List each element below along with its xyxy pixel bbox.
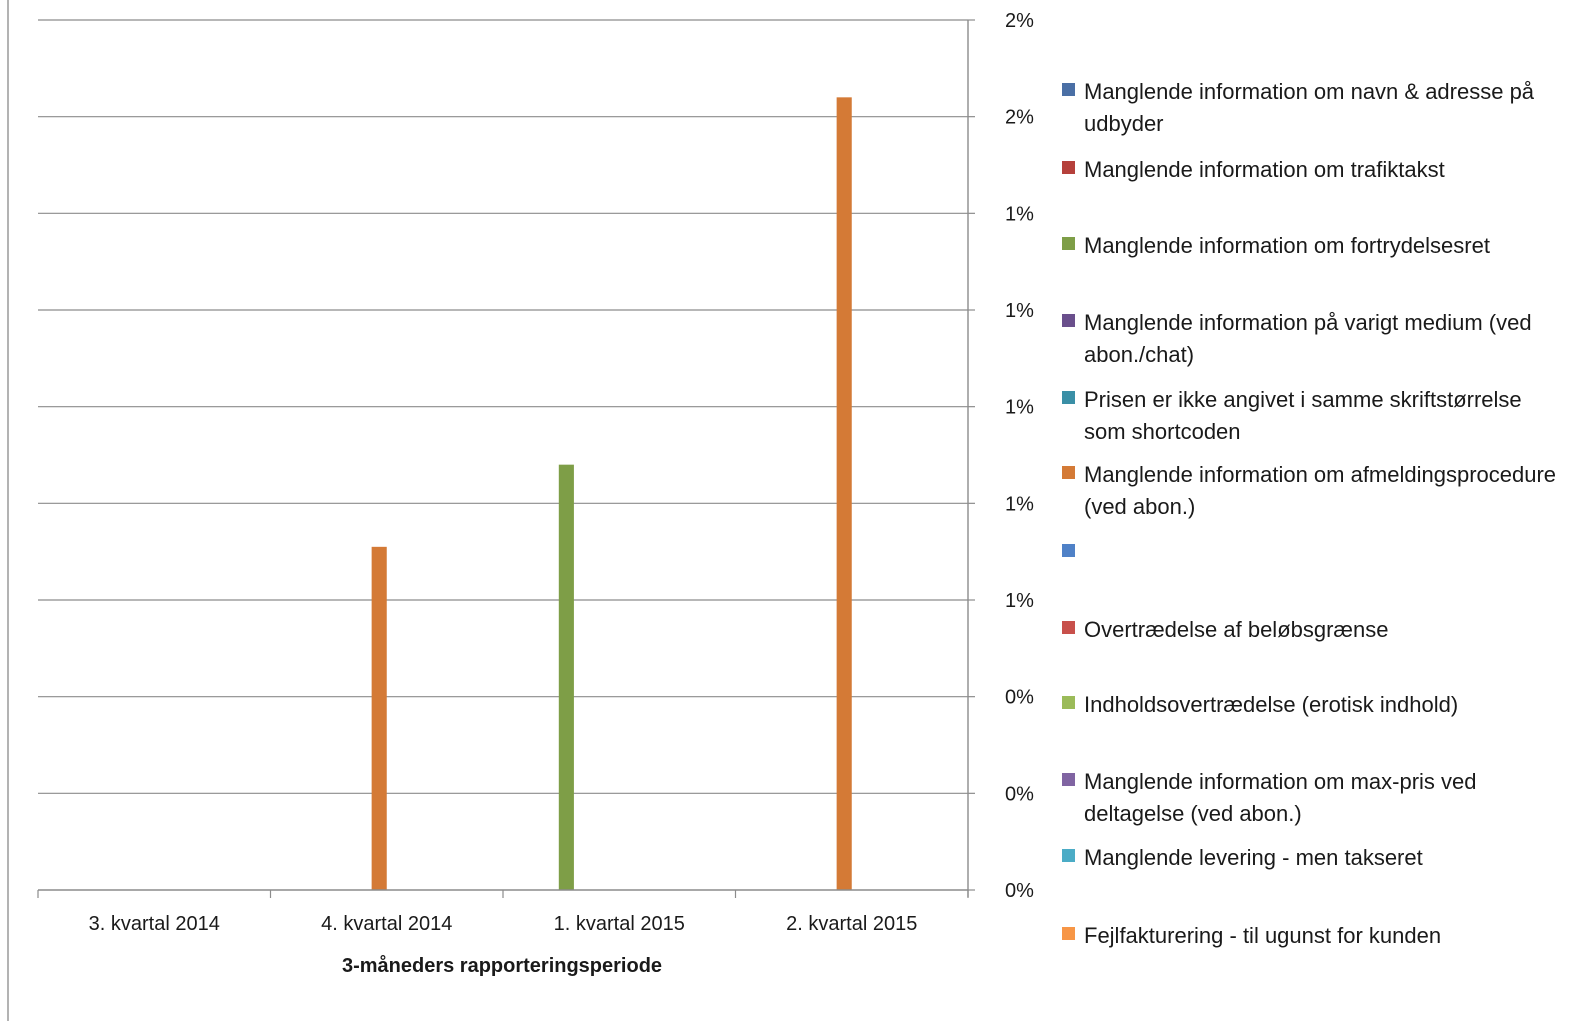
legend-swatch [1062,773,1075,786]
x-tick-label: 4. kvartal 2014 [321,913,452,935]
legend-item [1062,537,1564,557]
y-tick-label: 0% [1005,783,1034,805]
y-tick-label: 1% [1005,300,1034,322]
y-tick-label: 0% [1005,880,1034,902]
x-tick-label: 3. kvartal 2014 [89,913,220,935]
tick-labels: 0% 0% 0% 1% 1% 1% 1% 1% 2% 2% 3. kvartal 2014 4. kv… [89,10,1034,935]
legend-label: Manglende information om afmeldingsproce… [1084,462,1557,519]
legend-label: Fejlfakturering - til ugunst for kunden [1084,923,1442,948]
legend-swatch [1062,466,1075,479]
legend-swatch [1062,391,1075,404]
bar [836,97,852,891]
legend-item: Manglende information om afmeldingsproce… [1062,459,1564,523]
x-tick-label: 2. kvartal 2015 [786,913,917,935]
legend-item: Manglende information om trafiktakst [1062,154,1564,186]
legend-label: Manglende information om fortrydelsesret [1084,233,1490,258]
legend-swatch [1062,849,1075,862]
legend-label: Manglende information om navn & adresse … [1084,79,1535,136]
legend-item: Fejlfakturering - til ugunst for kunden [1062,920,1564,952]
legend-swatch [1062,544,1075,557]
legend-label: Manglende levering - men takseret [1084,845,1423,870]
legend-item: Manglende information på varigt medium (… [1062,307,1564,371]
gridlines [38,19,968,794]
legend-swatch [1062,696,1075,709]
legend-item: Prisen er ikke angivet i samme skriftstø… [1062,384,1564,448]
axes [37,19,975,898]
legend-swatch [1062,927,1075,940]
legend-item: Manglende levering - men takseret [1062,842,1564,874]
bar [558,464,574,890]
y-tick-label: 1% [1005,493,1034,515]
legend-label: Prisen er ikke angivet i samme skriftstø… [1084,387,1522,444]
legend-item: Indholdsovertrædelse (erotisk indhold) [1062,689,1564,721]
bars [371,97,852,891]
legend-item: Manglende information om fortrydelsesret [1062,230,1564,262]
y-tick-label: 1% [1005,397,1034,419]
legend-item: Manglende information om max-pris ved de… [1062,766,1564,830]
x-tick-label: 1. kvartal 2015 [554,913,685,935]
legend-label: Indholdsovertrædelse (erotisk indhold) [1084,692,1459,717]
legend-swatch [1062,83,1075,96]
legend-item: Manglende information om navn & adresse … [1062,76,1564,140]
legend-swatch [1062,314,1075,327]
legend-swatch [1062,237,1075,250]
legend-item: Overtrædelse af beløbsgrænse [1062,614,1564,646]
y-tick-label: 2% [1005,107,1034,129]
legend-label: Manglende information på varigt medium (… [1084,310,1532,367]
y-tick-label: 2% [1005,10,1034,32]
x-axis-title: 3-måneders rapporteringsperiode [342,954,662,977]
legend-label: Manglende information om max-pris ved de… [1084,769,1477,826]
legend-label: Manglende information om trafiktakst [1084,157,1445,182]
bar [371,546,387,890]
y-tick-label: 1% [1005,203,1034,225]
y-tick-label: 1% [1005,590,1034,612]
legend-swatch [1062,161,1075,174]
y-tick-label: 0% [1005,687,1034,709]
legend-label: Overtrædelse af beløbsgrænse [1084,617,1389,642]
legend-swatch [1062,621,1075,634]
